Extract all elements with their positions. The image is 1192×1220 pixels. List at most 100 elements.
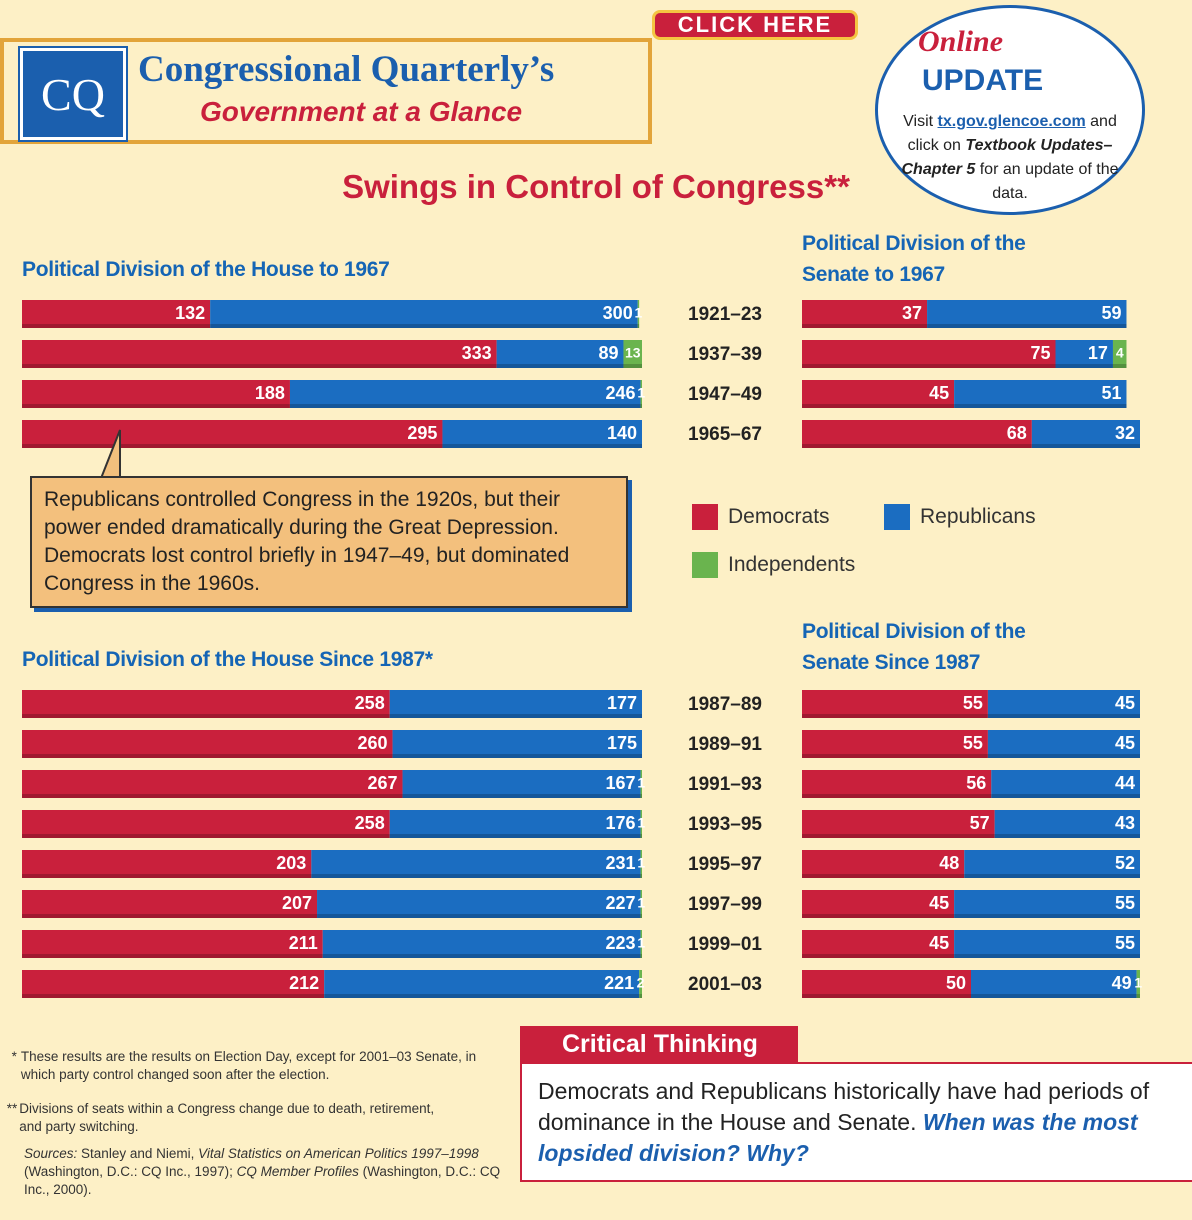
bar-shade [22,444,442,448]
text: CQ Member Profiles [237,1164,359,1179]
data-label: 258 [355,813,385,833]
bar-segment [802,770,991,798]
bar-shade [802,994,971,998]
bar-shade [1113,364,1127,368]
bar-segment [802,690,988,718]
footnote-text: Divisions of seats within a Congress cha… [19,1100,440,1136]
footnote: **Divisions of seats within a Congress c… [0,1100,440,1136]
data-label: 55 [963,733,983,753]
data-label: 267 [368,773,398,793]
bar-segment [802,420,1032,448]
data-label: 207 [282,893,312,913]
bar-segment [390,690,642,718]
bar-shade [22,794,403,798]
text: Vital Statistics on American Politics 19… [198,1146,479,1161]
data-label: 177 [607,693,637,713]
bar-shade [323,954,641,958]
bar-shade [324,994,639,998]
data-label: 45 [1115,693,1135,713]
bar-segment [324,970,639,998]
bar-shade [641,794,642,798]
page: CQ Congressional Quarterly’s Government … [0,0,1192,1220]
bar-shade [210,324,638,328]
legend-label: Independents [728,553,855,577]
bar-segment [964,850,1140,878]
data-label: 49 [1112,973,1132,993]
bar-segment [22,930,323,958]
bar-shade [623,364,642,368]
sources: Sources: Stanley and Niemi, Vital Statis… [24,1145,504,1199]
data-label: 55 [1115,893,1135,913]
footnote: *These results are the results on Electi… [6,1048,486,1084]
bar-segment [954,930,1140,958]
category-label: 1997–99 [688,894,762,915]
bar-shade [641,874,642,878]
category-label: 1937–39 [688,344,762,365]
data-label: 211 [289,933,318,953]
data-label: 1 [637,935,645,951]
data-label: 221 [604,973,634,993]
text: (Washington, D.C.: CQ Inc., 1997); [24,1164,233,1179]
category-label: 1947–49 [688,384,762,405]
data-label: 258 [355,693,385,713]
legend-swatch [692,504,718,530]
legend-swatch [692,552,718,578]
bar-shade [954,404,1126,408]
footnote-text: These results are the results on Electio… [21,1048,486,1084]
data-label: 176 [606,813,636,833]
bar-shade [22,364,497,368]
data-label: 1 [637,815,645,831]
bar-shade [988,754,1140,758]
bar-segment [393,730,642,758]
data-label: 1 [635,305,643,321]
callout: Republicans controlled Congress in the 1… [30,476,628,608]
bar-shade [393,754,642,758]
category-label: 2001–03 [688,974,762,995]
bar-segment [323,930,641,958]
data-label: 1 [637,385,645,401]
bar-shade [802,324,927,328]
bar-shade [954,914,1140,918]
footnote-mark: ** [0,1100,17,1136]
bar-segment [954,890,1140,918]
bar-shade [927,324,1126,328]
legend-label: Republicans [920,505,1036,529]
data-label: 55 [1115,933,1135,953]
bar-shade [317,914,641,918]
data-label: 1 [637,855,645,871]
legend-swatch [884,504,910,530]
legend-item: Independents [692,552,855,578]
bar-segment [22,380,290,408]
legend-label: Democrats [728,505,830,529]
bar-shade [995,834,1140,838]
bar-segment [311,850,640,878]
category-label: 1993–95 [688,814,762,835]
data-label: 59 [1101,303,1121,323]
bar-shade [802,444,1032,448]
bar-shade [403,794,641,798]
bar-shade [390,714,642,718]
bar-segment [390,810,641,838]
data-label: 50 [946,973,966,993]
bar-segment [802,730,988,758]
category-label: 1999–01 [688,934,762,955]
bar-shade [641,954,642,958]
bar-shade [641,834,642,838]
category-label: 1991–93 [688,774,762,795]
data-label: 37 [902,303,922,323]
bar-segment [22,810,390,838]
data-label: 52 [1115,853,1135,873]
bar-shade [638,324,639,328]
category-label: 1995–97 [688,854,762,875]
bar-segment [22,690,390,718]
data-label: 2 [637,975,645,991]
bar-shade [22,404,290,408]
data-label: 68 [1007,423,1027,443]
data-label: 140 [607,423,637,443]
data-label: 188 [255,383,285,403]
data-label: 333 [462,343,492,363]
bar-shade [954,954,1140,958]
bar-shade [22,714,390,718]
data-label: 45 [1115,733,1135,753]
data-label: 260 [358,733,388,753]
